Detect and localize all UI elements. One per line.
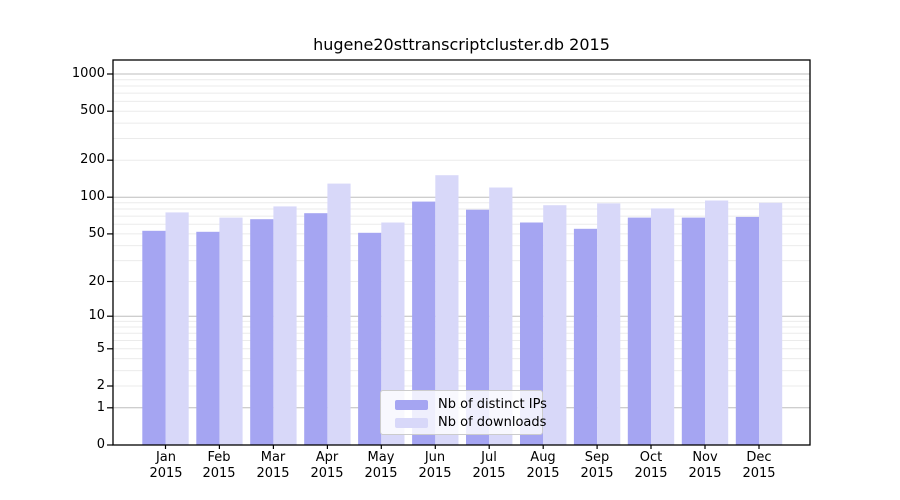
y-tick-label: 2 bbox=[96, 378, 105, 393]
bar-oct-distinct-ips bbox=[627, 217, 651, 445]
x-tick-month: May bbox=[367, 450, 395, 465]
x-tick-label-may: May 2015 bbox=[353, 450, 409, 482]
bar-mar-downloads bbox=[273, 206, 297, 445]
x-tick-year: 2015 bbox=[256, 466, 290, 481]
x-tick-month: Jan bbox=[155, 450, 177, 465]
x-tick-month: Dec bbox=[746, 450, 772, 465]
bar-jan-downloads bbox=[165, 212, 189, 445]
x-tick-label-dec: Dec 2015 bbox=[731, 450, 787, 482]
x-tick-month: Oct bbox=[639, 450, 663, 465]
bar-apr-downloads bbox=[327, 183, 351, 445]
x-tick-label-feb: Feb 2015 bbox=[191, 450, 247, 482]
y-tick-label: 0 bbox=[96, 437, 105, 452]
legend-swatch-downloads-icon bbox=[395, 417, 428, 428]
bar-aug-distinct-ips bbox=[520, 222, 544, 445]
x-tick-year: 2015 bbox=[742, 466, 776, 481]
x-tick-month: Sep bbox=[584, 450, 610, 465]
x-tick-label-sep: Sep 2015 bbox=[569, 450, 625, 482]
legend-label-distinct-ips: Nb of distinct IPs bbox=[438, 396, 547, 412]
x-tick-month: Apr bbox=[315, 450, 339, 465]
bar-dec-distinct-ips bbox=[735, 216, 759, 445]
x-tick-year: 2015 bbox=[634, 466, 668, 481]
bar-jul-downloads bbox=[489, 187, 513, 445]
x-tick-label-oct: Oct 2015 bbox=[623, 450, 679, 482]
x-tick-label-mar: Mar 2015 bbox=[245, 450, 301, 482]
bar-may-downloads bbox=[381, 222, 405, 445]
y-tick-label: 1 bbox=[96, 400, 105, 415]
bar-oct-downloads bbox=[651, 208, 675, 445]
x-tick-year: 2015 bbox=[149, 466, 183, 481]
bar-sep-distinct-ips bbox=[573, 228, 598, 445]
bar-mar-distinct-ips bbox=[250, 219, 274, 445]
x-tick-label-nov: Nov 2015 bbox=[677, 450, 733, 482]
y-tick-label: 20 bbox=[88, 274, 105, 289]
x-tick-month: Jul bbox=[481, 450, 497, 465]
x-tick-year: 2015 bbox=[202, 466, 236, 481]
bar-jun-distinct-ips bbox=[412, 201, 436, 445]
y-tick-label: 500 bbox=[80, 103, 105, 118]
chart-title: hugene20sttranscriptcluster.db 2015 bbox=[313, 35, 610, 54]
x-tick-month: Jun bbox=[424, 450, 446, 465]
y-tick-label: 5 bbox=[96, 341, 105, 356]
bar-nov-distinct-ips bbox=[681, 217, 705, 445]
x-tick-label-jan: Jan 2015 bbox=[138, 450, 194, 482]
y-tick-label: 50 bbox=[88, 226, 105, 241]
x-tick-month: Nov bbox=[692, 450, 718, 465]
x-tick-month: Aug bbox=[530, 450, 556, 465]
bar-feb-distinct-ips bbox=[196, 231, 220, 445]
legend-row-downloads: Nb of downloads bbox=[395, 414, 546, 431]
x-tick-year: 2015 bbox=[580, 466, 614, 481]
x-tick-label-jul: Jul 2015 bbox=[461, 450, 517, 482]
x-tick-year: 2015 bbox=[418, 466, 452, 481]
x-tick-year: 2015 bbox=[688, 466, 722, 481]
y-tick-label: 100 bbox=[80, 189, 105, 204]
x-tick-year: 2015 bbox=[472, 466, 506, 481]
bar-apr-distinct-ips bbox=[304, 213, 328, 445]
x-tick-month: Mar bbox=[260, 450, 286, 465]
bar-may-distinct-ips bbox=[358, 232, 382, 445]
legend-row-distinct-ips: Nb of distinct IPs bbox=[395, 396, 547, 413]
x-tick-label-jun: Jun 2015 bbox=[407, 450, 463, 482]
bar-sep-downloads bbox=[597, 203, 621, 445]
bar-jan-distinct-ips bbox=[142, 230, 166, 445]
y-tick-label: 10 bbox=[88, 308, 105, 323]
legend-swatch-distinct-ips-icon bbox=[395, 399, 428, 410]
bar-feb-downloads bbox=[219, 217, 243, 445]
bar-nov-downloads bbox=[705, 200, 729, 445]
x-tick-year: 2015 bbox=[526, 466, 560, 481]
legend: Nb of distinct IPs Nb of downloads bbox=[380, 390, 547, 435]
y-tick-label: 1000 bbox=[71, 66, 105, 81]
plot-border bbox=[112, 59, 811, 446]
bar-jul-distinct-ips bbox=[466, 209, 490, 445]
y-tick-label: 200 bbox=[80, 152, 105, 167]
x-tick-year: 2015 bbox=[364, 466, 398, 481]
bar-jun-downloads bbox=[435, 175, 459, 445]
x-tick-month: Feb bbox=[207, 450, 231, 465]
x-tick-label-aug: Aug 2015 bbox=[515, 450, 571, 482]
x-tick-label-apr: Apr 2015 bbox=[299, 450, 355, 482]
bar-dec-downloads bbox=[759, 202, 783, 445]
x-tick-year: 2015 bbox=[310, 466, 344, 481]
bar-aug-downloads bbox=[543, 205, 567, 445]
legend-label-downloads: Nb of downloads bbox=[438, 414, 547, 430]
